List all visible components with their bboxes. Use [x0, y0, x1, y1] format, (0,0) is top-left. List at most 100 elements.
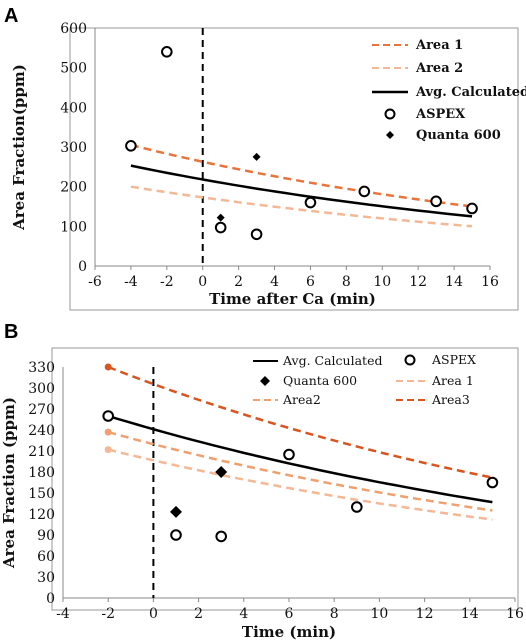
x-tick-label: 10	[370, 606, 388, 622]
aspex-point	[283, 448, 295, 461]
legend-label-area-1: Area 1	[431, 373, 474, 388]
panel-b-x-label: Time (min)	[242, 623, 336, 641]
panel-b-y-label: Area Fraction (ppm)	[0, 397, 18, 569]
aspex-point	[486, 476, 499, 489]
panel-b-label: B	[4, 321, 18, 343]
x-tick-label: 6	[306, 274, 315, 290]
series-line-area3	[107, 365, 493, 479]
panel-a-frame	[69, 27, 519, 311]
y-tick-label: 330	[28, 360, 55, 376]
aspex-point	[170, 529, 182, 541]
x-tick-label: 2	[234, 274, 243, 290]
panel-a-x-ticks: -6 -4 -2 0 2 4 6 8 10 12 14 16	[88, 266, 499, 290]
x-tick-label: 6	[285, 606, 294, 622]
panel-a-points	[125, 46, 478, 241]
aspex-point	[351, 501, 363, 513]
series-line-avg-calculated	[107, 414, 493, 504]
aspex-point	[125, 140, 137, 152]
series-line-area-1	[130, 143, 473, 208]
legend-label-avg: Avg. Calculated	[282, 353, 382, 368]
y-tick-label: 240	[28, 423, 55, 439]
panel-a-y-ticks: 0 100 200 300 400 500 600	[60, 21, 87, 275]
y-tick-label: 100	[60, 219, 87, 235]
x-tick-label: 16	[506, 606, 524, 622]
x-tick-label: 14	[461, 606, 479, 622]
legend-swatch-quanta	[386, 131, 394, 139]
aspex-point	[250, 228, 263, 241]
x-tick-label: -2	[101, 606, 115, 622]
panel-b-lines	[104, 363, 493, 521]
y-tick-label: 30	[37, 570, 55, 586]
aspex-point	[102, 410, 114, 422]
y-tick-label: 120	[28, 507, 55, 523]
quanta-point	[215, 466, 228, 478]
x-tick-label: 0	[149, 606, 158, 622]
line-start-dot	[104, 446, 112, 454]
y-tick-label: 0	[46, 591, 55, 607]
y-tick-label: 150	[28, 486, 55, 502]
x-tick-label: -4	[124, 274, 138, 290]
legend-label-aspex: ASPEX	[431, 352, 476, 367]
aspex-point	[466, 202, 478, 215]
panel-b-y-ticks: 0 30 60 90 120 150 180 210 240 270 300 330	[28, 360, 55, 607]
panel-a-label: A	[4, 5, 18, 27]
legend-swatch-aspex	[384, 108, 396, 120]
series-line-area-2	[130, 185, 473, 228]
panel-a-y-label: Area Fraction(ppm)	[10, 64, 28, 231]
legend-label-area-2: Area2	[282, 392, 321, 407]
y-tick-label: 400	[60, 100, 87, 116]
y-tick-label: 180	[28, 465, 55, 481]
x-tick-label: 2	[194, 606, 203, 622]
x-tick-label: 0	[198, 274, 207, 290]
y-tick-label: 300	[28, 381, 55, 397]
panel-a-legend: Area 1 Area 2 Avg. Calculated ASPEX Quan…	[372, 38, 526, 143]
panel-b-frame	[51, 347, 519, 611]
legend-label-aspex: ASPEX	[415, 107, 466, 122]
x-tick-label: -6	[88, 274, 102, 290]
x-tick-label: 8	[342, 274, 351, 290]
x-tick-label: 12	[416, 606, 434, 622]
panel-b-points	[102, 410, 499, 543]
x-tick-label: 4	[239, 606, 248, 622]
quanta-point	[216, 213, 225, 222]
y-tick-label: 200	[60, 180, 87, 196]
legend-label-area-1: Area 1	[415, 38, 463, 53]
panel-b-legend: Avg. Calculated ASPEX Quanta 600 Area 1 …	[253, 352, 476, 407]
x-tick-label: 14	[445, 274, 463, 290]
x-tick-label: 12	[409, 274, 427, 290]
x-tick-label: 4	[270, 274, 279, 290]
aspex-point	[358, 185, 371, 198]
y-tick-label: 90	[37, 528, 55, 544]
quanta-point	[170, 505, 182, 518]
legend-label-avg: Avg. Calculated	[415, 85, 526, 100]
series-line-avg-calculated	[130, 164, 473, 218]
line-start-dot	[104, 363, 112, 371]
legend-label-quanta: Quanta 600	[416, 128, 501, 143]
legend-label-quanta: Quanta 600	[283, 373, 357, 388]
x-tick-label: 10	[373, 274, 391, 290]
y-tick-label: 210	[28, 444, 55, 460]
line-start-dot	[104, 428, 112, 436]
panel-a: A 0 100 200 300 400 500 600 -6 -4 -2 0 2 4 6 8 10 12 14 1…	[4, 5, 526, 311]
x-tick-label: 16	[481, 274, 499, 290]
aspex-point	[430, 195, 442, 208]
panel-a-lines	[130, 143, 473, 228]
x-tick-label: 8	[330, 606, 339, 622]
aspex-point	[304, 196, 317, 209]
legend-label-area-3: Area3	[431, 392, 470, 407]
y-tick-label: 600	[60, 21, 87, 37]
legend-swatch-quanta	[260, 376, 270, 386]
y-tick-label: 270	[28, 402, 55, 418]
x-tick-label: -2	[160, 274, 174, 290]
y-tick-label: 60	[37, 549, 55, 565]
x-tick-label: -4	[56, 606, 70, 622]
quanta-point	[252, 152, 261, 161]
panel-a-x-label: Time after Ca (min)	[209, 290, 376, 308]
y-tick-label: 300	[60, 140, 87, 156]
legend-swatch-aspex	[404, 354, 416, 366]
panel-b-x-ticks: -4 -2 0 2 4 6 8 10 12 14 16	[56, 598, 524, 622]
aspex-point	[215, 530, 227, 543]
series-line-area2	[107, 430, 493, 512]
